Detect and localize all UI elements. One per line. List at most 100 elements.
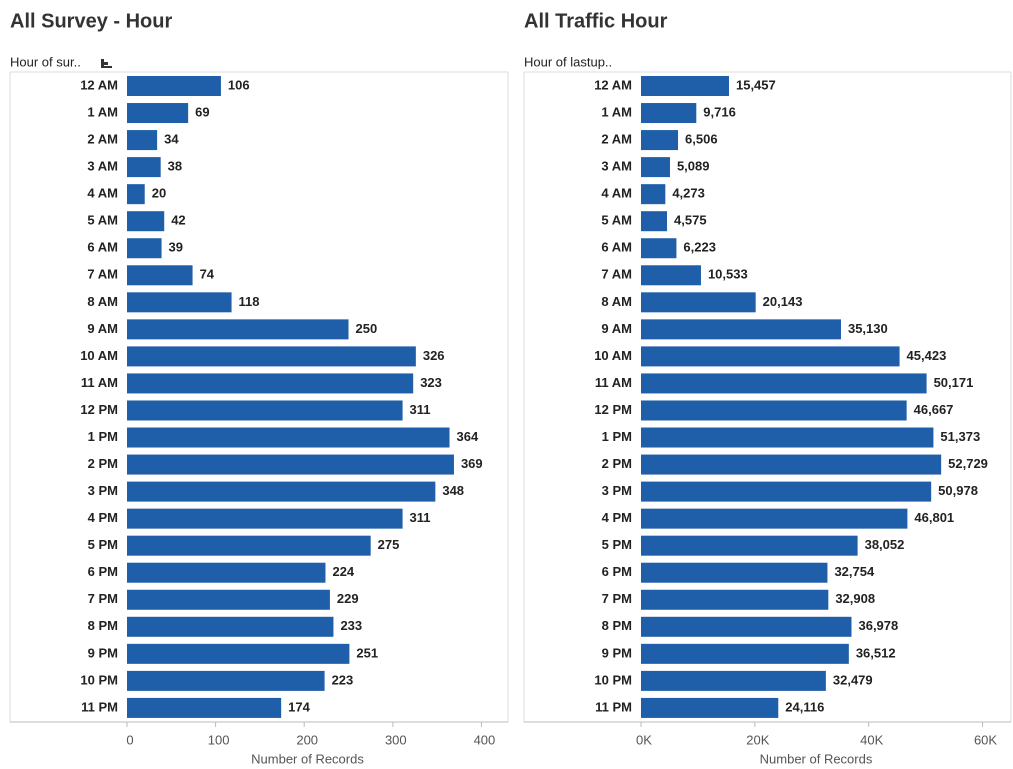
- value-label: 52,729: [948, 456, 988, 471]
- category-label: 6 PM: [88, 564, 118, 579]
- category-label: 4 AM: [87, 186, 118, 201]
- category-label: 8 AM: [87, 294, 118, 309]
- category-label: 4 AM: [601, 186, 632, 201]
- bar: [127, 76, 221, 96]
- category-label: 2 PM: [88, 456, 118, 471]
- x-tick-label: 0K: [636, 732, 652, 747]
- category-label: 6 AM: [87, 240, 118, 255]
- category-label: 2 PM: [602, 456, 632, 471]
- chart-title: All Traffic Hour: [524, 10, 668, 32]
- value-label: 46,801: [914, 510, 954, 525]
- value-label: 369: [461, 456, 483, 471]
- value-label: 50,171: [934, 375, 974, 390]
- chart-title: All Survey - Hour: [10, 10, 172, 32]
- bar: [641, 481, 932, 502]
- value-label: 311: [410, 402, 431, 417]
- bar: [641, 373, 927, 394]
- value-label: 224: [332, 564, 354, 579]
- category-label: 11 AM: [595, 375, 632, 390]
- category-label: 1 PM: [602, 429, 632, 444]
- category-label: 12 PM: [594, 402, 632, 417]
- row-axis-title: Hour of lastup..: [524, 54, 612, 69]
- category-label: 4 PM: [88, 510, 118, 525]
- bar: [641, 589, 829, 610]
- category-label: 10 AM: [80, 348, 118, 363]
- row-axis-title: Hour of sur..: [10, 54, 81, 69]
- bar: [127, 238, 162, 259]
- category-label: 12 AM: [594, 77, 632, 92]
- sort-icon: [101, 59, 112, 68]
- category-label: 9 AM: [601, 321, 632, 336]
- x-tick-label: 20K: [746, 732, 769, 747]
- value-label: 69: [195, 104, 209, 119]
- value-label: 34: [164, 132, 179, 147]
- bar: [127, 130, 158, 151]
- x-axis-title: Number of Records: [760, 751, 873, 766]
- category-label: 11 AM: [81, 375, 118, 390]
- value-label: 6,506: [685, 132, 718, 147]
- value-label: 50,978: [938, 483, 978, 498]
- category-label: 6 AM: [601, 240, 632, 255]
- category-label: 9 AM: [87, 321, 118, 336]
- value-label: 39: [169, 240, 183, 255]
- category-label: 12 AM: [80, 77, 118, 92]
- bar: [641, 103, 697, 124]
- category-label: 10 AM: [594, 348, 632, 363]
- category-label: 3 PM: [602, 483, 632, 498]
- bar: [641, 508, 908, 529]
- bar: [127, 265, 193, 286]
- bar: [641, 670, 826, 691]
- value-label: 32,479: [833, 672, 873, 687]
- bar: [641, 184, 666, 205]
- category-label: 7 AM: [87, 267, 118, 282]
- value-label: 38,052: [865, 537, 905, 552]
- x-tick-label: 100: [208, 732, 230, 747]
- category-label: 4 PM: [602, 510, 632, 525]
- bar: [127, 427, 450, 448]
- value-label: 51,373: [940, 429, 980, 444]
- category-label: 1 PM: [88, 429, 118, 444]
- value-label: 10,533: [708, 267, 748, 282]
- category-label: 10 PM: [594, 672, 632, 687]
- bar: [641, 616, 852, 637]
- value-label: 20: [152, 186, 166, 201]
- value-label: 311: [410, 510, 431, 525]
- bar: [641, 238, 677, 259]
- x-tick-label: 0: [126, 732, 133, 747]
- value-label: 46,667: [914, 402, 954, 417]
- value-label: 229: [337, 591, 359, 606]
- category-label: 5 AM: [87, 213, 118, 228]
- bar: [127, 373, 414, 394]
- category-label: 2 AM: [601, 132, 632, 147]
- bar: [641, 211, 668, 232]
- bar: [127, 481, 436, 502]
- bar: [641, 400, 907, 421]
- value-label: 74: [200, 267, 215, 282]
- category-label: 6 PM: [602, 564, 632, 579]
- bar: [641, 643, 849, 664]
- category-label: 9 PM: [88, 645, 118, 660]
- value-label: 32,754: [834, 564, 875, 579]
- value-label: 32,908: [835, 591, 875, 606]
- category-label: 11 PM: [595, 699, 632, 714]
- bar: [127, 562, 326, 583]
- bar: [641, 427, 934, 448]
- value-label: 275: [378, 537, 400, 552]
- category-label: 10 PM: [80, 672, 118, 687]
- bar: [127, 346, 416, 367]
- bar: [127, 157, 161, 178]
- bar: [127, 400, 403, 421]
- value-label: 4,273: [672, 186, 705, 201]
- bar: [127, 454, 454, 475]
- bar: [641, 319, 841, 340]
- bar: [127, 616, 334, 637]
- bar: [641, 157, 670, 178]
- bar: [127, 319, 349, 340]
- value-label: 323: [420, 375, 442, 390]
- value-label: 364: [457, 429, 479, 444]
- value-label: 15,457: [736, 77, 776, 92]
- category-label: 12 PM: [80, 402, 118, 417]
- bar: [127, 643, 350, 664]
- value-label: 35,130: [848, 321, 888, 336]
